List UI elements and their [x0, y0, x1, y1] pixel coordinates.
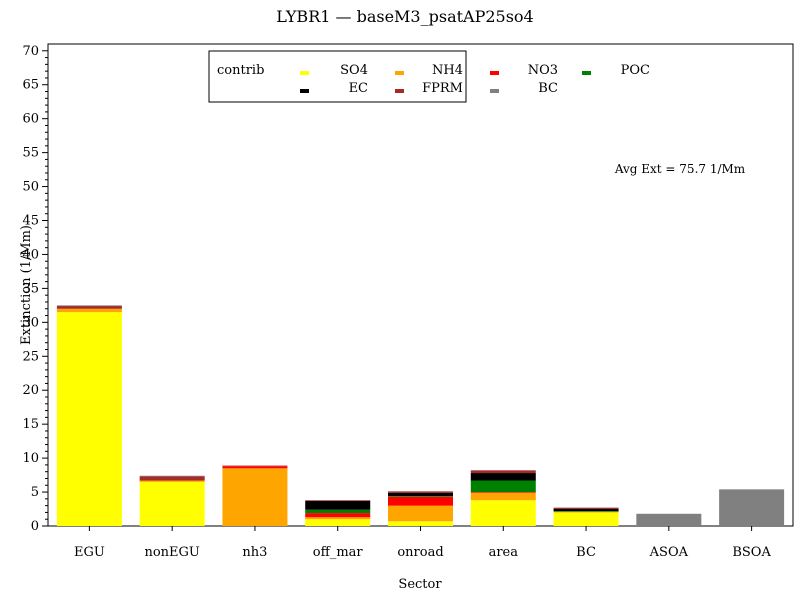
- bar-segment-area-POC: [470, 480, 536, 493]
- legend-label-POC: POC: [621, 63, 650, 78]
- bar-segment-nonEGU-SO4: [139, 481, 205, 526]
- bar-segment-nh3-NH4: [222, 468, 288, 526]
- bar-segment-BSOA-BC: [719, 489, 785, 526]
- y-tick-label: 65: [22, 78, 39, 93]
- bar-segment-area-SO4: [470, 500, 536, 526]
- x-axis-label: Sector: [398, 577, 442, 592]
- bar-segment-off_mar-SO4: [305, 519, 371, 526]
- bar-segment-area-NH4: [470, 492, 536, 501]
- x-tick-label: area: [489, 545, 519, 560]
- legend: contrib SO4 NH4 NO3 POC EC FPRM BC: [208, 50, 650, 103]
- y-tick-label: 10: [22, 451, 39, 466]
- bar-segment-onroad-NO3: [388, 496, 453, 506]
- bar-segment-area-FPRM: [470, 470, 536, 474]
- bar-segment-off_mar-NO3: [305, 513, 371, 518]
- y-tick-label: 45: [22, 214, 39, 229]
- bar-segment-EGU-BC: [56, 305, 122, 307]
- legend-label-NO3: NO3: [528, 63, 558, 78]
- bar-segment-off_mar-FPRM: [305, 500, 371, 501]
- bar-segment-onroad-POC: [388, 496, 453, 497]
- x-tick-label: ASOA: [649, 545, 689, 560]
- bar-segment-area-NO3: [470, 492, 536, 493]
- legend-swatch-NO3: [490, 71, 499, 75]
- bar-segment-onroad-EC: [388, 492, 453, 497]
- bar-segment-EGU-SO4: [56, 312, 122, 526]
- avg-extinction-note: Avg Ext = 75.7 1/Mm: [614, 162, 746, 176]
- legend-label-BC: BC: [538, 81, 558, 96]
- y-tick-label: 55: [22, 146, 39, 161]
- x-tick-label: BSOA: [732, 545, 771, 560]
- plot-frame: [47, 43, 794, 527]
- x-tick-label: BC: [576, 545, 596, 560]
- x-tick-label: nh3: [242, 545, 267, 560]
- y-tick-label: 5: [31, 485, 39, 500]
- legend-swatch-FPRM: [395, 89, 404, 93]
- bar-segment-BC-FPRM: [553, 507, 619, 510]
- y-tick-label: 70: [22, 44, 39, 59]
- bar-segment-area-EC: [470, 473, 536, 481]
- y-tick-label: 40: [22, 247, 39, 262]
- bar-segment-nonEGU-NH4: [139, 480, 205, 482]
- y-axis-label: Extinction (1/Mm): [19, 225, 34, 345]
- bar-segment-off_mar-POC: [305, 509, 371, 514]
- legend-swatch-EC: [300, 89, 309, 93]
- bar-segment-BC-POC: [553, 511, 619, 512]
- y-tick-label: 35: [22, 281, 39, 296]
- chart-title: LYBR1 — baseM3_psatAP25so4: [276, 7, 533, 26]
- y-tick-label: 25: [22, 349, 39, 364]
- bar-segment-BC-SO4: [553, 512, 619, 526]
- bar-segment-BC-EC: [553, 509, 619, 512]
- bar-segment-ASOA-BC: [636, 513, 702, 526]
- legend-box: [208, 50, 467, 103]
- x-axis: EGU nonEGU nh3 off_mar onroad area BC ASOA BSOA: [74, 526, 771, 560]
- x-tick-label: onroad: [397, 545, 443, 560]
- bar-segment-off_mar-EC: [305, 500, 371, 510]
- legend-label-EC: EC: [349, 81, 368, 96]
- bars: [56, 305, 785, 526]
- bar-segment-nh3-NO3: [222, 466, 288, 469]
- bar-segment-onroad-FPRM: [388, 491, 453, 493]
- bar-segment-BC-NH4: [553, 511, 619, 513]
- y-tick-label: 0: [31, 519, 39, 534]
- bar-segment-onroad-NH4: [388, 505, 453, 522]
- legend-swatch-SO4: [300, 71, 309, 75]
- x-tick-label: EGU: [74, 545, 105, 560]
- bar-segment-onroad-SO4: [388, 521, 453, 526]
- legend-swatch-POC: [582, 71, 591, 75]
- y-tick-label: 30: [22, 315, 39, 330]
- legend-swatch-BC: [490, 89, 499, 93]
- bar-segment-nonEGU-FPRM: [139, 476, 205, 481]
- bar-segment-EGU-FPRM: [56, 306, 122, 309]
- bar-segment-EGU-NH4: [56, 308, 122, 313]
- legend-title: contrib: [217, 63, 264, 78]
- legend-label-FPRM: FPRM: [422, 81, 463, 96]
- x-tick-label: off_mar: [313, 545, 364, 560]
- y-tick-label: 15: [22, 417, 39, 432]
- y-tick-label: 50: [22, 180, 39, 195]
- legend-swatch-NH4: [395, 71, 404, 75]
- legend-label-NH4: NH4: [432, 63, 463, 78]
- y-axis: 0 5 10 15 20 25 30 35 40 45 50 55 60 65 70: [22, 44, 48, 534]
- bar-segment-nonEGU-BC: [139, 475, 205, 477]
- y-tick-label: 20: [22, 383, 39, 398]
- y-tick-label: 60: [22, 112, 39, 127]
- legend-label-SO4: SO4: [340, 63, 368, 78]
- x-tick-label: nonEGU: [144, 545, 199, 560]
- bar-segment-off_mar-NH4: [305, 517, 371, 520]
- bar-segment-nh3-FPRM: [222, 465, 288, 467]
